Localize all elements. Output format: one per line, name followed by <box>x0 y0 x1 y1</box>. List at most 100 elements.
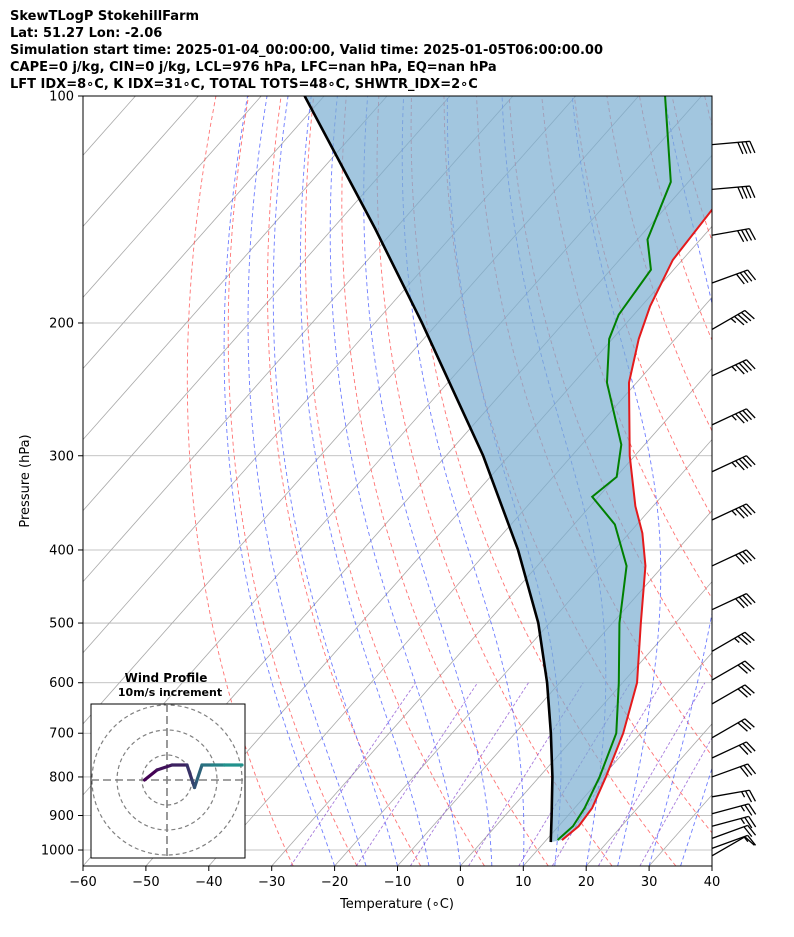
mixing-ratio-line <box>409 682 529 866</box>
x-tick-label: −50 <box>132 875 159 890</box>
moist-adiabat-line <box>329 96 461 866</box>
wind-barb <box>711 631 755 652</box>
isotherm-line <box>711 865 712 866</box>
parcel-profile-line <box>303 96 554 843</box>
x-tick-label: 0 <box>456 875 464 890</box>
x-tick-label: −30 <box>258 875 285 890</box>
isotherm-line <box>83 96 262 299</box>
hodograph-trace-segment <box>142 768 159 782</box>
wind-barb <box>711 593 756 611</box>
wind-barb <box>711 660 755 681</box>
dry-adiabat-line <box>410 96 677 866</box>
dry-adiabat-line <box>737 96 794 866</box>
wind-barb <box>711 741 756 759</box>
wind-barb <box>711 269 757 285</box>
wind-barb <box>711 503 756 521</box>
location-line: Lat: 51.27 Lon: -2.06 <box>10 26 163 41</box>
isotherm-line <box>585 723 712 866</box>
isotherm-line <box>83 96 199 227</box>
stability-indices-line: LFT IDX=8∘C, K IDX=31∘C, TOTAL TOTS=48∘C… <box>10 77 478 92</box>
convective-indices-line: CAPE=0 j/kg, CIN=0 j/kg, LCL=976 hPa, LF… <box>10 60 497 75</box>
temperature-profile-line <box>561 208 712 841</box>
y-tick-label: 300 <box>49 449 74 464</box>
hodograph-trace-segment <box>195 763 204 782</box>
title-block: SkewTLogP StokehillFarm Lat: 51.27 Lon: … <box>10 8 603 93</box>
wind-barb <box>711 684 755 705</box>
wind-barb <box>711 834 757 849</box>
wind-barb <box>711 803 757 816</box>
hodograph-trace-segment <box>155 763 174 772</box>
moist-adiabat-line <box>299 96 430 866</box>
y-tick-label: 700 <box>49 727 74 742</box>
wind-barb <box>711 824 757 839</box>
wind-barb <box>711 455 756 473</box>
isotherm-line <box>83 96 388 441</box>
isotherm-line <box>334 438 712 866</box>
wind-barb <box>711 549 756 567</box>
mixing-ratio-line <box>290 682 416 866</box>
x-tick-label: −20 <box>321 875 348 890</box>
x-tick-label: 40 <box>704 875 721 890</box>
y-tick-label: 400 <box>49 543 74 558</box>
dry-adiabat-line <box>476 96 712 757</box>
x-tick-label: 30 <box>641 875 658 890</box>
isotherm-line <box>145 225 712 866</box>
dry-adiabat-line <box>227 96 358 866</box>
dry-adiabat-line <box>304 96 485 866</box>
y-tick-label: 100 <box>49 90 74 105</box>
x-tick-label: −10 <box>384 875 411 890</box>
mixing-ratio-line <box>598 682 706 866</box>
time-line: Simulation start time: 2025-01-04_00:00:… <box>10 43 603 58</box>
y-tick-label: 900 <box>49 809 74 824</box>
wind-barb <box>711 140 756 155</box>
y-tick-label: 500 <box>49 617 74 632</box>
axes: −60 −50 −40 −30 −20 −10 0 10 20 30 40 100 200 300 400 5… <box>41 90 720 891</box>
dry-adiabat-line <box>508 96 712 679</box>
x-axis-label: Temperature (∘C) <box>339 897 454 912</box>
moist-adiabat-line <box>648 96 712 866</box>
chart-title: SkewTLogP StokehillFarm <box>10 9 200 24</box>
dry-adiabat-line <box>341 96 549 866</box>
dry-adiabat-line <box>267 96 422 866</box>
y-tick-label: 1000 <box>41 844 74 859</box>
wind-barb <box>711 836 755 857</box>
hodograph-subtitle: 10m/s increment <box>118 686 222 699</box>
y-tick-label: 200 <box>49 316 74 331</box>
dewpoint-profile-line <box>556 96 672 841</box>
y-tick-label: 600 <box>49 676 74 691</box>
parcel-area-shading <box>304 96 712 843</box>
wind-barb <box>711 359 756 377</box>
wind-barb <box>711 789 757 803</box>
isotherm-line <box>83 96 451 512</box>
isotherm-line <box>523 652 712 866</box>
x-tick-label: 20 <box>578 875 595 890</box>
wind-barb <box>711 763 757 778</box>
mixing-ratio-line <box>355 682 478 866</box>
moist-adiabat-line <box>680 766 712 866</box>
moist-adiabat-line <box>711 864 712 866</box>
moist-adiabat-line <box>571 96 662 866</box>
moist-adiabat-line <box>247 96 367 866</box>
dry-adiabat-line <box>186 96 294 866</box>
wind-barb <box>711 309 755 331</box>
wind-barb <box>711 815 757 829</box>
plot-area <box>83 96 794 866</box>
x-tick-label: −60 <box>69 875 96 890</box>
hodograph-trace-segment <box>185 763 194 782</box>
y-tick-label: 800 <box>49 770 74 785</box>
wind-barb <box>711 718 755 739</box>
x-tick-label: −40 <box>195 875 222 890</box>
hodograph-title: Wind Profile <box>125 671 208 685</box>
wind-barbs <box>711 140 757 857</box>
x-tick-label: 10 <box>515 875 532 890</box>
isotherm-line <box>83 96 325 370</box>
wind-barb <box>711 408 756 426</box>
wind-barb <box>711 185 756 199</box>
y-axis-label: Pressure (hPa) <box>18 434 33 527</box>
moist-adiabat-line <box>223 96 336 866</box>
mixing-ratio-line <box>639 736 712 866</box>
isotherm-line <box>397 510 712 866</box>
moist-adiabat-line <box>401 96 525 866</box>
